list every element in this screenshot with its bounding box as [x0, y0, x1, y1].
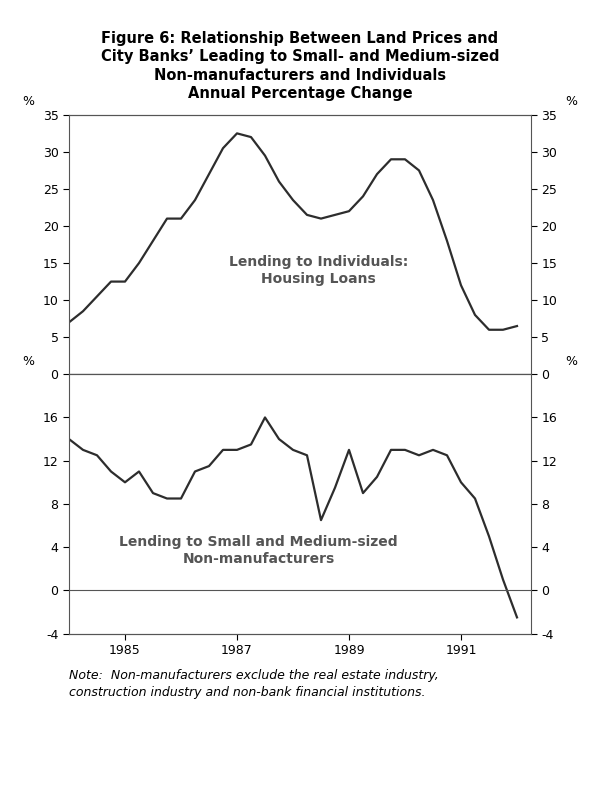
- Text: %: %: [566, 355, 578, 367]
- Text: %: %: [22, 355, 34, 367]
- Text: Figure 6: Relationship Between Land Prices and
City Banks’ Leading to Small- and: Figure 6: Relationship Between Land Pric…: [101, 31, 499, 101]
- Text: Note:  Non-manufacturers exclude the real estate industry,
construction industry: Note: Non-manufacturers exclude the real…: [69, 669, 439, 699]
- Text: %: %: [22, 95, 34, 109]
- Text: Lending to Individuals:
Housing Loans: Lending to Individuals: Housing Loans: [229, 255, 408, 286]
- Text: Lending to Small and Medium-sized
Non-manufacturers: Lending to Small and Medium-sized Non-ma…: [119, 535, 398, 565]
- Text: %: %: [566, 95, 578, 109]
